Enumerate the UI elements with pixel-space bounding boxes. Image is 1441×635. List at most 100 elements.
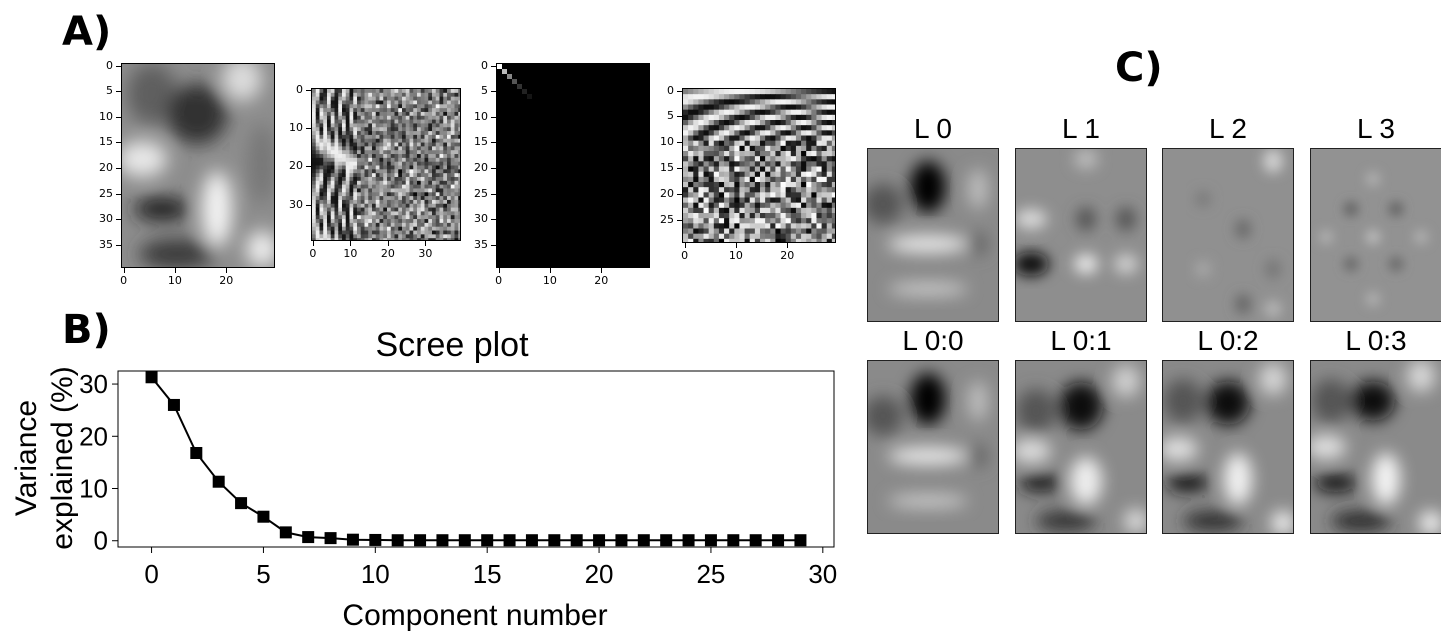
tile-title-top-2: L 2 — [1209, 113, 1247, 144]
y-axis-label-line2: explained (%) — [46, 366, 79, 549]
data-point — [436, 534, 449, 547]
matrix-ytick-mark — [677, 116, 682, 118]
matrix-ytick-mark — [116, 219, 121, 221]
data-point — [369, 533, 382, 546]
matrix-ytick-mark — [677, 142, 682, 144]
svd-s-matrix — [496, 63, 650, 268]
data-point — [414, 534, 427, 547]
matrix-ytick-label: 25 — [660, 212, 674, 226]
matrix-ytick-mark — [116, 168, 121, 170]
tile-layer-2 — [1162, 148, 1294, 322]
tile-layer-3 — [1310, 148, 1441, 322]
y-tick-label: 10 — [79, 474, 108, 504]
data-point — [637, 534, 650, 547]
data-point — [145, 371, 158, 384]
data-point — [704, 534, 717, 547]
matrix-xtick-label: 10 — [728, 249, 743, 262]
scree-plot: Scree plot 0 5 10 15 20 25 30 0 10 20 30 Component… — [10, 326, 837, 632]
tile-title-bottom-3: L 0:3 — [1345, 325, 1407, 356]
tile-title-bottom-2: L 0:2 — [1197, 325, 1259, 356]
matrix-ytick-label: 5 — [481, 84, 488, 98]
data-point — [593, 534, 606, 547]
data-point — [570, 534, 583, 547]
matrix-ytick-mark — [677, 90, 682, 92]
matrix-xtick-label: 0 — [681, 249, 689, 262]
matrix-ytick-label: 30 — [289, 197, 303, 211]
matrix-ytick-mark — [116, 65, 121, 67]
matrix-xtick-mark — [312, 241, 314, 246]
matrix-ytick-label: 5 — [667, 109, 674, 123]
matrix-ytick-label: 10 — [474, 109, 488, 123]
matrix-xtick-label: 10 — [542, 274, 557, 287]
data-point — [682, 534, 695, 547]
matrix-ytick-mark — [677, 168, 682, 170]
data-point — [279, 526, 292, 539]
data-point — [660, 534, 673, 547]
y-tick-label: 0 — [94, 526, 108, 556]
matrix-xtick-label: 10 — [167, 274, 182, 287]
matrix-xtick-mark — [226, 268, 228, 273]
matrix-xtick-label: 30 — [418, 247, 433, 260]
matrix-ytick-label: 0 — [296, 82, 303, 96]
matrix-ytick-label: 35 — [474, 237, 488, 251]
matrix-ytick-mark — [677, 193, 682, 195]
svd-u-matrix — [311, 88, 461, 241]
matrix-ytick-label: 15 — [99, 135, 113, 149]
data-point — [190, 446, 203, 459]
matrix-ytick-mark — [306, 204, 311, 206]
matrix-ytick-label: 10 — [289, 121, 303, 135]
chart-title: Scree plot — [375, 326, 529, 364]
matrix-ytick-mark — [491, 219, 496, 221]
data-point — [391, 534, 404, 547]
matrix-ytick-mark — [677, 219, 682, 221]
matrix-ytick-label: 25 — [474, 186, 488, 200]
data-point — [794, 534, 807, 547]
y-tick-label: 20 — [79, 421, 108, 451]
matrix-ytick-mark — [306, 128, 311, 130]
matrix-xtick-mark — [549, 268, 551, 273]
data-point — [727, 534, 740, 547]
data-point — [212, 475, 225, 488]
matrix-xtick-label: 20 — [594, 274, 609, 287]
matrix-ytick-label: 20 — [289, 159, 303, 173]
matrix-xtick-mark — [350, 241, 352, 246]
data-point — [525, 534, 538, 547]
matrix-xtick-mark — [425, 241, 427, 246]
tile-title-top-1: L 1 — [1062, 113, 1100, 144]
matrix-ytick-mark — [116, 142, 121, 144]
tile-layer-1 — [1015, 148, 1147, 322]
matrix-ytick-mark — [116, 193, 121, 195]
y-tick-label: 30 — [79, 369, 108, 399]
matrix-ytick-label: 5 — [106, 84, 113, 98]
matrix-xtick-label: 20 — [380, 247, 395, 260]
data-point — [167, 398, 180, 411]
matrix-xtick-label: 0 — [120, 274, 128, 287]
x-tick-label: 5 — [256, 559, 270, 589]
tile-reconstruction-2 — [1162, 360, 1294, 534]
panel-label-a: A) — [62, 9, 112, 55]
data-point — [257, 510, 270, 523]
data-point — [503, 534, 516, 547]
matrix-ytick-mark — [491, 193, 496, 195]
matrix-ytick-label: 0 — [106, 58, 113, 72]
matrix-xtick-mark — [123, 268, 125, 273]
x-tick-label: 0 — [144, 559, 158, 589]
tile-title-bottom-1: L 0:1 — [1050, 325, 1112, 356]
data-point — [346, 533, 359, 546]
matrix-ytick-mark — [306, 166, 311, 168]
matrix-ytick-mark — [116, 116, 121, 118]
matrix-ytick-mark — [116, 91, 121, 93]
matrix-xtick-mark — [174, 268, 176, 273]
matrix-ytick-label: 35 — [99, 237, 113, 251]
tile-reconstruction-0 — [867, 360, 999, 534]
matrix-xtick-mark — [498, 268, 500, 273]
data-point — [772, 534, 785, 547]
x-tick-label: 10 — [361, 559, 390, 589]
tile-title-top-0: L 0 — [914, 113, 952, 144]
matrix-xtick-label: 0 — [309, 247, 317, 260]
panel-label-c: C) — [1115, 45, 1163, 91]
matrix-xtick-mark — [601, 268, 603, 273]
data-point — [548, 534, 561, 547]
matrix-ytick-label: 30 — [474, 212, 488, 226]
svd-image-matrix — [121, 63, 275, 268]
